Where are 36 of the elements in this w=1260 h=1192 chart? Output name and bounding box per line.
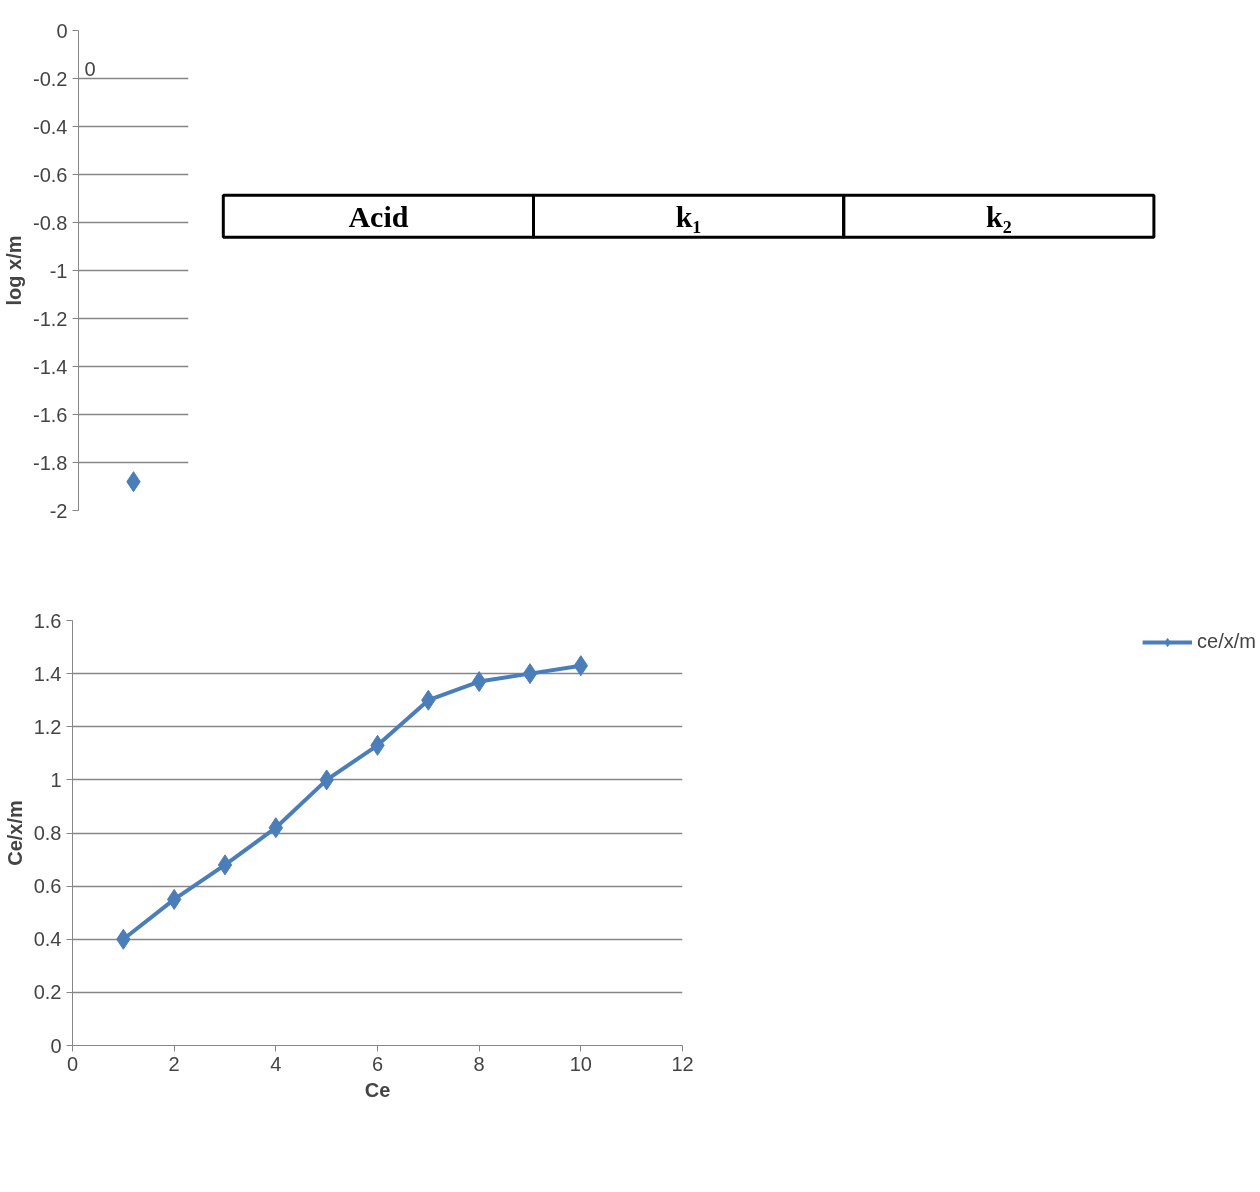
y-tick-label: 0.2	[33, 981, 62, 1004]
x-tick-label: 8	[473, 1052, 485, 1075]
y-axis-title: log x/m	[3, 235, 26, 306]
x-tick-label: 12	[671, 1052, 694, 1075]
y-tick-label: 0.8	[33, 822, 62, 844]
x-tick-label: 2	[168, 1052, 180, 1075]
y-tick-label: -1.6	[33, 403, 68, 426]
y-tick-label: -1.4	[33, 355, 68, 378]
y-tick-label: 1.4	[33, 662, 62, 685]
y-tick-label: -0.2	[33, 67, 68, 90]
x-tick-label: 4	[270, 1052, 282, 1075]
y-tick-label: 0	[50, 1034, 62, 1057]
y-tick-label: -1.8	[33, 451, 68, 474]
y-tick-label: -2	[49, 499, 68, 522]
point	[522, 663, 538, 685]
y-tick-label: 0	[56, 19, 68, 42]
y-tick-label: 1.6	[33, 609, 62, 632]
text: k₂	[985, 199, 1012, 233]
x-tick-label: 6	[371, 1052, 384, 1075]
y-tick-label: -0.4	[33, 115, 68, 138]
x-axis-title: Ce	[364, 1078, 391, 1101]
y-tick-label: -1	[49, 259, 68, 282]
y-tick-label: 1.2	[33, 715, 62, 738]
text: k₁	[675, 199, 702, 233]
y-tick-label: -0.6	[33, 163, 68, 186]
text: Acid	[348, 199, 409, 233]
y-tick-label: 0.6	[33, 875, 62, 898]
legend-label: ce/x/m	[1197, 630, 1256, 653]
x-tick-label: 10	[569, 1052, 592, 1075]
y-tick-label: 1	[50, 768, 62, 791]
point	[217, 854, 233, 876]
y-tick-label: -0.8	[33, 211, 68, 234]
y-tick-label: 0.4	[33, 928, 62, 951]
annotation: 0	[84, 57, 96, 80]
y-tick-label: -1.2	[33, 307, 68, 330]
y-axis-title: Ce/x/m	[3, 800, 26, 866]
